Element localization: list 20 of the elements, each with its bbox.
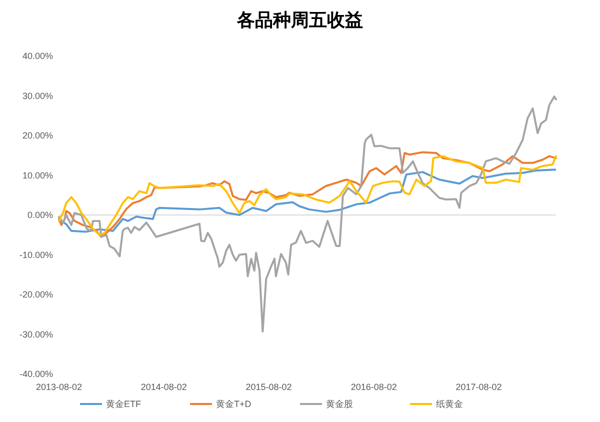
legend-label: 黄金ETF (106, 399, 142, 410)
y-tick-label: 0.00% (27, 210, 53, 220)
y-tick-label: -30.00% (19, 329, 53, 340)
legend-label: 黄金股 (326, 399, 353, 410)
x-tick-label: 2016-08-02 (350, 382, 397, 392)
legend-label: 黄金T+D (216, 399, 252, 410)
legend-label: 纸黄金 (436, 399, 463, 410)
y-tick-label: 20.00% (22, 130, 53, 141)
y-tick-label: 40.00% (22, 51, 53, 62)
line-series (58, 96, 557, 332)
x-tick-label: 2015-08-02 (246, 382, 292, 392)
y-tick-label: 30.00% (22, 90, 53, 101)
y-tick-label: -10.00% (19, 250, 53, 260)
y-tick-label: 10.00% (22, 170, 53, 180)
x-tick-label: 2014-08-02 (140, 382, 187, 392)
chart-title: 各品种周五收益 (236, 10, 363, 30)
x-tick-label: 2013-08-02 (36, 382, 82, 392)
y-tick-label: -20.00% (19, 290, 53, 300)
x-tick-label: 2017-08-02 (456, 382, 502, 392)
y-tick-label: -40.00% (19, 369, 53, 380)
